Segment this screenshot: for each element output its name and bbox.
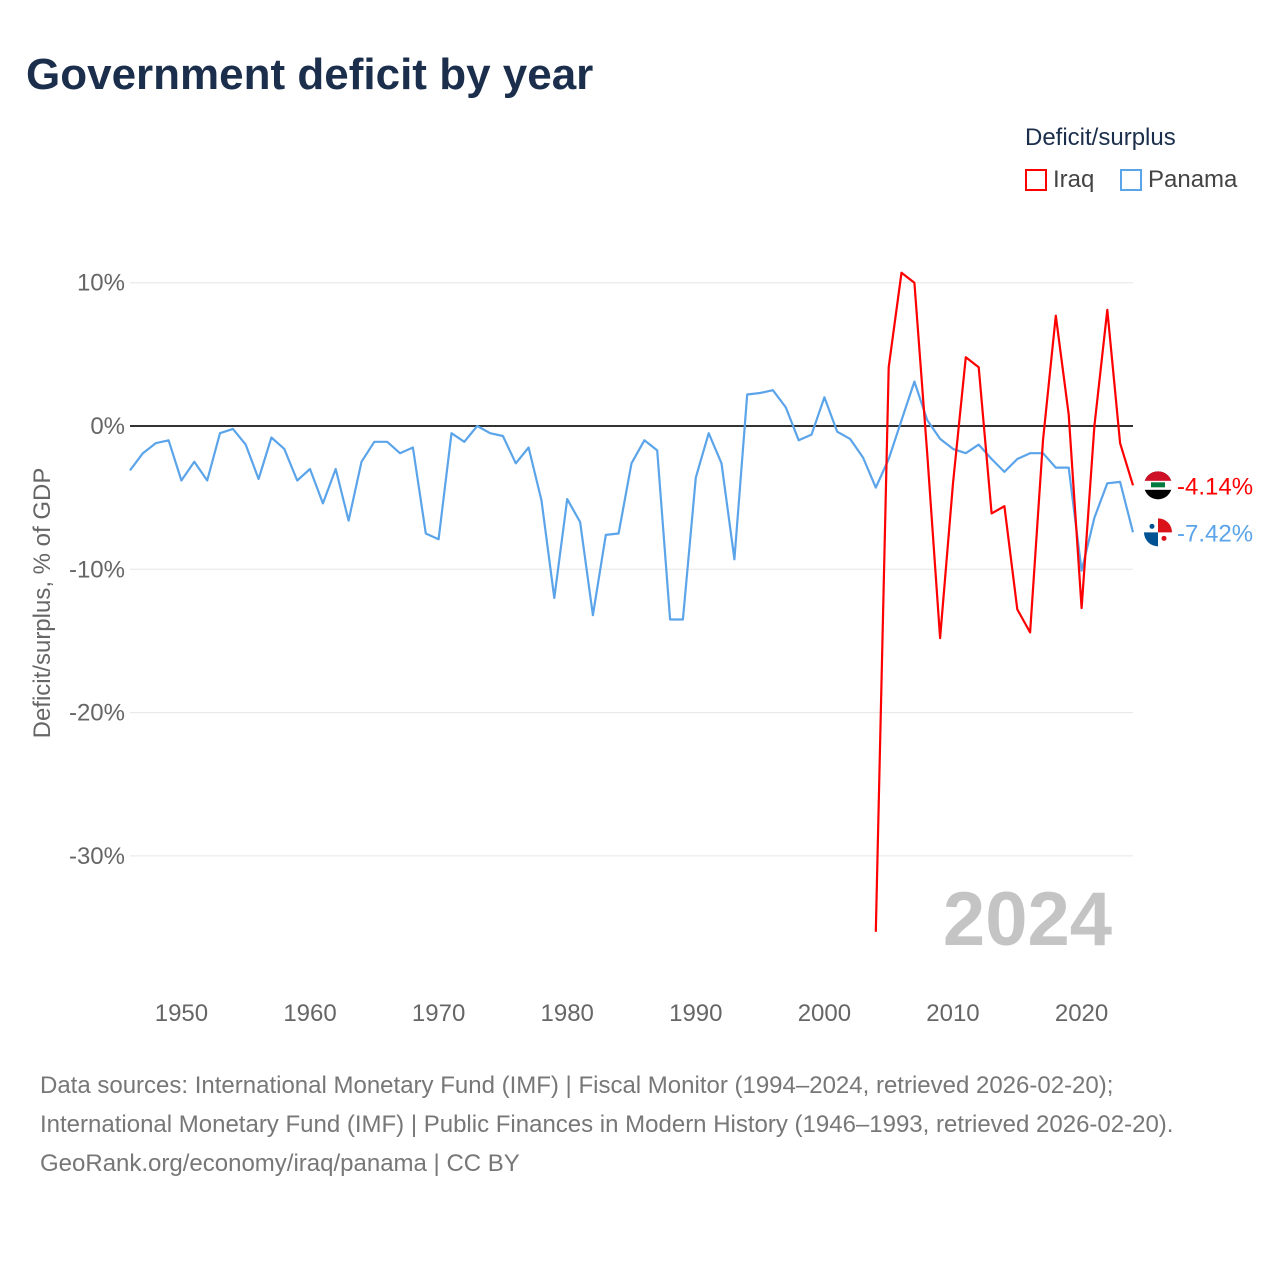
x-tick-label: 1970 xyxy=(412,1000,465,1027)
series-line-iraq xyxy=(874,271,1135,932)
chart-title: Government deficit by year xyxy=(26,50,594,99)
y-tick-label: -10% xyxy=(69,556,125,583)
legend-item-iraq[interactable]: Iraq xyxy=(1025,166,1094,194)
data-sources: Data sources: International Monetary Fun… xyxy=(40,1072,1174,1138)
flag-script xyxy=(1151,482,1165,488)
y-tick-label: 10% xyxy=(77,270,125,297)
flag-star xyxy=(1161,535,1167,541)
flag-blue xyxy=(1144,532,1158,547)
y-tick-label: 0% xyxy=(90,413,125,440)
chart-area: 10% 0% -10% -20% -30% 1950 1960 1970 1980 1990 20… xyxy=(29,270,1253,1027)
x-tick-label: 2000 xyxy=(798,1000,851,1027)
y-axis-label: Deficit/surplus, % of GDP xyxy=(29,468,56,739)
credit-link[interactable]: GeoRank.org/economy/iraq/panama | CC BY xyxy=(40,1150,520,1177)
y-tick-label: -30% xyxy=(69,843,125,870)
end-label-panama: -7.42% xyxy=(1177,520,1253,547)
legend-label-iraq: Iraq xyxy=(1053,166,1095,193)
legend-item-panama[interactable]: Panama xyxy=(1120,166,1237,194)
end-labels: -7.42% -4.14% xyxy=(1144,471,1253,547)
year-watermark: 2024 xyxy=(943,877,1112,962)
flag-star xyxy=(1149,523,1155,529)
x-tick-label: 1960 xyxy=(283,1000,336,1027)
x-tick-label: 1950 xyxy=(155,1000,208,1027)
series-line-panama xyxy=(129,380,1135,621)
end-label-iraq: -4.14% xyxy=(1177,473,1253,500)
legend-label-panama: Panama xyxy=(1148,166,1238,193)
flag-red xyxy=(1158,518,1172,533)
legend-swatch-iraq xyxy=(1025,169,1047,191)
x-tick-label: 2020 xyxy=(1055,1000,1108,1027)
series-lines xyxy=(129,271,1135,932)
footer: Data sources: International Monetary Fun… xyxy=(40,1066,1240,1183)
legend-title: Deficit/surplus xyxy=(1025,124,1176,151)
grid xyxy=(130,282,1133,857)
flag-icon-panama xyxy=(1144,518,1172,547)
legend-swatch-panama xyxy=(1120,169,1142,191)
y-axis: 10% 0% -10% -20% -30% xyxy=(69,270,125,870)
x-axis: 1950 1960 1970 1980 1990 2000 2010 2020 xyxy=(155,1000,1109,1027)
flag-icon-iraq xyxy=(1144,471,1172,500)
x-tick-label: 2010 xyxy=(926,1000,979,1027)
x-tick-label: 1990 xyxy=(669,1000,722,1027)
y-tick-label: -20% xyxy=(69,700,125,727)
x-tick-label: 1980 xyxy=(541,1000,594,1027)
